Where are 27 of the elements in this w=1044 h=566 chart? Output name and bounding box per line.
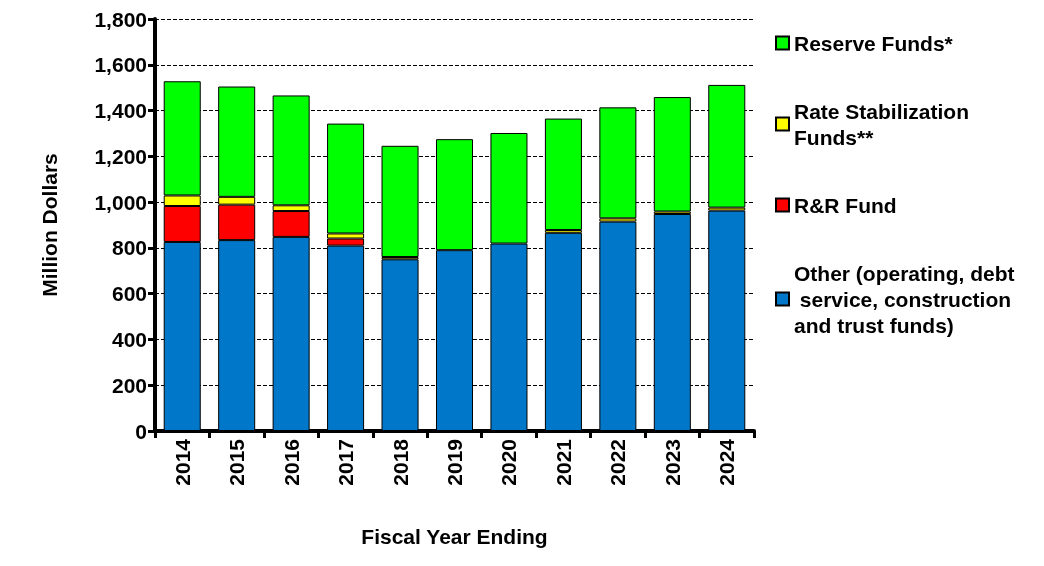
legend-label: R&R Fund (794, 193, 897, 217)
y-tick-label: 1,400 (94, 99, 147, 123)
x-tick-label: 2020 (497, 439, 521, 486)
legend-label: Reserve Funds* (794, 31, 954, 55)
x-tick-label: 2019 (443, 439, 466, 486)
legend-label: Other (operating, debt service, construction and trust funds) (794, 261, 1017, 337)
x-tick-label: 2016 (279, 439, 303, 486)
y-tick-label: 1,800 (94, 7, 147, 31)
y-tick-label: 1,600 (94, 53, 147, 77)
x-tick-label: 2021 (551, 438, 575, 486)
y-tick-label: 1,000 (94, 190, 147, 214)
x-tick-label: 2018 (388, 438, 412, 486)
y-tick-label: 400 (111, 327, 147, 351)
x-tick-label: 2022 (606, 439, 630, 486)
y-tick-label: 800 (111, 236, 147, 260)
y-axis-title: Million Dollars (38, 153, 61, 297)
y-tick-label: 0 (135, 419, 147, 443)
x-axis-title: Fiscal Year Ending (361, 525, 548, 548)
x-tick-label: 2015 (225, 438, 249, 486)
y-tick-label: 1,200 (94, 144, 147, 168)
x-tick-label: 2024 (715, 438, 739, 486)
y-tick-label: 600 (111, 282, 147, 306)
legend-label: Rate Stabilization Funds** (794, 99, 975, 149)
x-tick-label: 2014 (170, 438, 194, 486)
y-tick-label: 200 (111, 373, 147, 397)
x-tick-label: 2017 (334, 439, 358, 486)
x-tick-label: 2023 (660, 439, 684, 486)
